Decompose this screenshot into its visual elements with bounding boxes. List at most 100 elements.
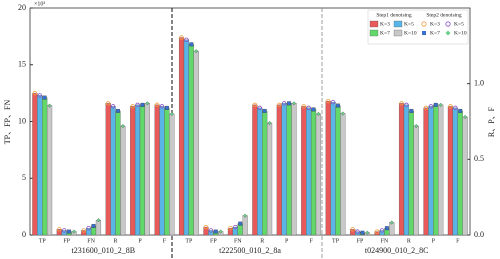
marker (218, 229, 223, 234)
bar (169, 113, 175, 236)
marker (277, 102, 282, 108)
legend-label: K=7 (380, 30, 390, 36)
marker (116, 108, 120, 113)
y2-tick-label: 0.5 (474, 154, 484, 163)
legend-box (367, 9, 469, 45)
legend-label: K=5 (404, 21, 414, 27)
x-tick-label: R (260, 238, 264, 244)
y-tick-label: 0 (22, 230, 26, 239)
y-tick-label: 20 (18, 3, 26, 12)
marker (110, 104, 116, 109)
marker (228, 225, 233, 231)
x-tick-label: F (163, 238, 167, 244)
marker (428, 104, 434, 109)
bar (154, 104, 160, 236)
legend-swatch (445, 21, 451, 27)
bar (286, 103, 292, 236)
marker (243, 213, 248, 218)
legend-title: Step2 denoising (426, 12, 462, 18)
marker (458, 108, 463, 113)
y2-axis-label: R、P、F (487, 106, 496, 137)
marker (282, 101, 287, 106)
bar (330, 102, 336, 236)
marker (140, 102, 145, 107)
marker (257, 105, 262, 111)
bar (32, 92, 38, 236)
marker (330, 100, 336, 105)
bar (457, 110, 463, 236)
marker (42, 95, 47, 100)
marker (267, 121, 272, 126)
group-label: t231600_010_2_8B (72, 246, 136, 255)
legend-label: K=10 (404, 30, 417, 36)
marker (154, 102, 160, 108)
legend-label: K=5 (454, 21, 464, 27)
x-tick-label: FP (210, 238, 217, 244)
x-tick-label: R (114, 238, 118, 244)
marker (433, 102, 438, 107)
marker (326, 98, 331, 104)
bar (134, 104, 141, 236)
marker (306, 105, 311, 111)
bar (178, 37, 185, 236)
marker (135, 102, 140, 108)
bar (398, 103, 405, 236)
marker (86, 225, 91, 231)
bar (242, 215, 248, 236)
legend-swatch (445, 30, 451, 36)
marker (379, 228, 385, 233)
legend-swatch (369, 29, 379, 37)
group-label: t024900_010_2_8C (365, 246, 429, 255)
bar (291, 103, 297, 236)
marker (32, 90, 38, 96)
marker (238, 221, 243, 226)
marker (189, 42, 194, 47)
legend-label: K=3 (430, 21, 440, 27)
marker (194, 49, 199, 54)
marker (374, 229, 380, 234)
marker (463, 114, 468, 119)
bar (252, 104, 258, 236)
legend-swatch (421, 21, 427, 27)
marker (252, 102, 258, 108)
bar (257, 107, 263, 236)
marker (203, 224, 209, 230)
bar (276, 104, 282, 236)
bar (144, 103, 150, 236)
bar (262, 110, 268, 236)
bar (281, 103, 287, 236)
marker (37, 93, 42, 98)
legend-label: K=10 (454, 30, 467, 36)
bar (188, 44, 194, 236)
marker (291, 101, 297, 106)
marker (262, 108, 267, 113)
marker (423, 105, 429, 111)
marker (399, 101, 404, 106)
y-axis-label: TP、FP、FN (3, 100, 12, 145)
legend-swatch (422, 31, 426, 35)
legend-label: K=7 (430, 30, 440, 36)
marker (365, 230, 370, 235)
marker (301, 104, 306, 109)
marker (287, 101, 292, 106)
x-tick-label: TP (332, 238, 340, 244)
bar (452, 107, 458, 236)
bar (325, 100, 331, 236)
marker (130, 104, 135, 109)
x-tick-label: FP (357, 238, 364, 244)
x-tick-label: FN (381, 238, 389, 244)
x-tick-label: R (407, 238, 411, 244)
bar (408, 110, 414, 236)
bar (139, 104, 146, 236)
marker (96, 218, 101, 223)
legend-swatch (393, 29, 403, 37)
marker (164, 105, 169, 110)
bar (110, 106, 116, 236)
legend-title: Step1 denoising (376, 12, 412, 18)
bar (130, 106, 136, 236)
legend-label: K=3 (380, 21, 390, 27)
marker (453, 105, 458, 111)
marker (47, 103, 52, 108)
bar (447, 106, 454, 236)
